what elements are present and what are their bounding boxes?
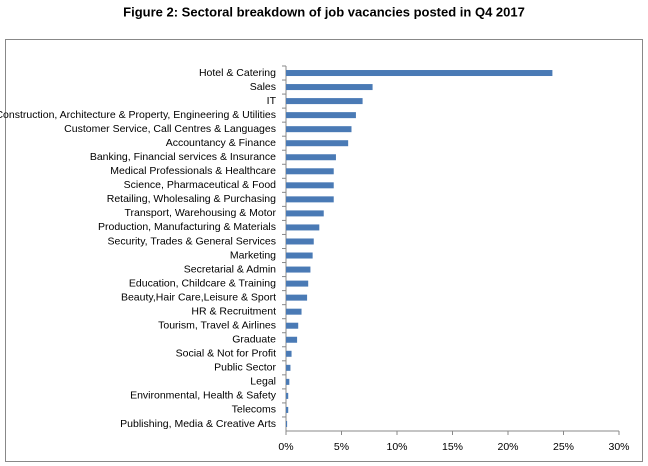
bar	[286, 126, 352, 133]
bar	[286, 154, 336, 161]
y-tick-label: Hotel & Catering	[199, 67, 276, 79]
y-tick-label: Legal	[250, 376, 276, 388]
x-tick-label: 0%	[278, 441, 293, 453]
y-tick-label: Beauty,Hair Care,Leisure & Sport	[121, 291, 276, 303]
bar	[286, 70, 553, 77]
y-tick-label: Retailing, Wholesaling & Purchasing	[107, 193, 276, 205]
bar	[286, 98, 363, 105]
x-tick-label: 15%	[442, 441, 463, 453]
y-tick-label: Tourism, Travel & Airlines	[158, 319, 276, 331]
y-tick-label: IT	[267, 95, 277, 107]
y-tick-label: Science, Pharmaceutical & Food	[124, 179, 276, 191]
y-tick-label: Public Sector	[214, 362, 276, 374]
chart-frame	[5, 39, 643, 462]
bar	[286, 280, 309, 287]
x-tick-label: 25%	[553, 441, 574, 453]
x-tick-label: 10%	[386, 441, 407, 453]
y-tick-label: Transport, Warehousing & Motor	[124, 207, 276, 219]
y-tick-label: Secretarial & Admin	[184, 263, 276, 275]
y-tick-label: Publishing, Media & Creative Arts	[120, 418, 276, 430]
bar	[286, 252, 313, 259]
y-tick-label: Education, Childcare & Training	[129, 277, 276, 289]
x-tick-label: 5%	[334, 441, 349, 453]
y-tick-label: Telecoms	[232, 404, 276, 416]
bar	[286, 294, 308, 301]
bar	[286, 350, 292, 357]
y-tick-label: HR & Recruitment	[191, 305, 276, 317]
y-tick-label: Customer Service, Call Centres & Languag…	[64, 123, 276, 135]
y-tick-label: Marketing	[230, 249, 276, 261]
bar	[286, 196, 334, 203]
y-tick-label: Sales	[250, 81, 276, 93]
bar	[286, 406, 289, 413]
x-tick-label: 30%	[608, 441, 629, 453]
bar	[286, 238, 314, 245]
bar	[286, 336, 298, 343]
bar	[286, 224, 320, 231]
y-tick-label: Construction, Architecture & Property, E…	[0, 109, 276, 121]
bar	[286, 84, 373, 91]
y-tick-label: Security, Trades & General Services	[108, 235, 276, 247]
y-tick-label: Accountancy & Finance	[166, 137, 276, 149]
chart-title: Figure 2: Sectoral breakdown of job vaca…	[123, 4, 525, 19]
bar	[286, 392, 289, 399]
bar	[286, 140, 349, 147]
bar	[286, 210, 324, 217]
bar	[286, 308, 302, 315]
bar	[286, 112, 356, 119]
y-tick-label: Production, Manufacturing & Materials	[98, 221, 276, 233]
bar	[286, 364, 291, 371]
bar	[286, 266, 311, 273]
y-tick-label: Environmental, Health & Safety	[130, 390, 277, 402]
y-tick-label: Graduate	[232, 334, 276, 346]
y-tick-label: Banking, Financial services & Insurance	[90, 151, 276, 163]
y-tick-label: Social & Not for Profit	[176, 348, 276, 360]
bar	[286, 378, 290, 385]
bar	[286, 182, 334, 189]
x-tick-label: 20%	[497, 441, 518, 453]
bar	[286, 322, 299, 329]
bar	[286, 168, 334, 175]
y-tick-label: Medical Professionals & Healthcare	[110, 165, 276, 177]
bar	[286, 420, 288, 427]
